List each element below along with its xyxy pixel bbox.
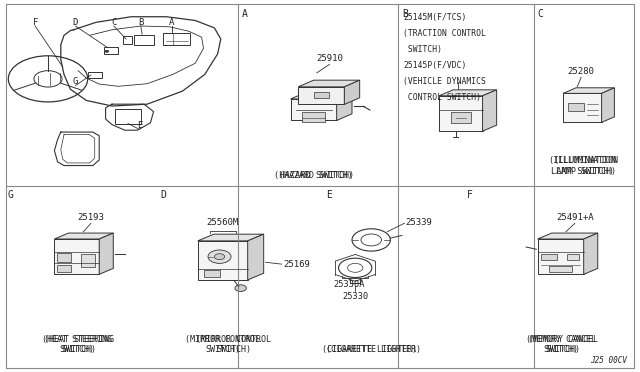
Polygon shape — [602, 88, 614, 122]
Text: (MIRROR CONTROL: (MIRROR CONTROL — [196, 335, 271, 344]
Text: G: G — [8, 190, 13, 200]
Bar — [451, 112, 471, 123]
Polygon shape — [198, 234, 264, 241]
Bar — [134, 35, 154, 45]
Text: 25145P(F/VDC): 25145P(F/VDC) — [403, 61, 467, 70]
Text: J25 00CV: J25 00CV — [590, 356, 627, 365]
Bar — [302, 112, 325, 122]
Bar — [104, 46, 118, 54]
Text: LAMP SWITCH): LAMP SWITCH) — [551, 167, 614, 176]
Text: 25280: 25280 — [568, 67, 595, 76]
Polygon shape — [538, 239, 584, 275]
Text: (CIGARETTE LIGHTER): (CIGARETTE LIGHTER) — [323, 345, 417, 354]
Text: 25560M: 25560M — [207, 218, 239, 227]
Text: SWITCH): SWITCH) — [543, 345, 578, 354]
Polygon shape — [298, 87, 344, 105]
Text: CONTROL SWITCH): CONTROL SWITCH) — [403, 93, 481, 102]
Bar — [115, 109, 141, 124]
Polygon shape — [54, 239, 99, 275]
Polygon shape — [584, 233, 598, 275]
Text: (ILLUMINATION: (ILLUMINATION — [548, 156, 616, 165]
Text: (MEMORY CANCEL: (MEMORY CANCEL — [525, 335, 596, 344]
Text: A: A — [169, 18, 174, 27]
Text: 25339: 25339 — [406, 218, 433, 227]
Text: C: C — [111, 18, 116, 27]
Text: SWITCH): SWITCH) — [216, 345, 251, 354]
Polygon shape — [99, 233, 113, 275]
Bar — [204, 270, 220, 277]
Text: 25193: 25193 — [77, 213, 104, 222]
Polygon shape — [538, 233, 598, 239]
Bar — [81, 254, 95, 267]
Text: G: G — [73, 77, 78, 86]
Text: E: E — [137, 121, 142, 130]
Polygon shape — [248, 234, 264, 280]
Text: F: F — [33, 18, 38, 27]
Polygon shape — [344, 80, 360, 105]
Text: (MIRROR CONTROL: (MIRROR CONTROL — [185, 335, 260, 344]
Polygon shape — [198, 241, 248, 280]
Bar — [163, 33, 190, 45]
Text: (HAZARD SWITCH): (HAZARD SWITCH) — [274, 171, 353, 180]
Polygon shape — [291, 99, 337, 121]
Text: 25330: 25330 — [342, 292, 369, 301]
Text: (TRACTION CONTROL: (TRACTION CONTROL — [403, 29, 486, 38]
Polygon shape — [54, 233, 113, 239]
Text: (MEMORY CANCEL: (MEMORY CANCEL — [528, 335, 598, 344]
Text: 25330A: 25330A — [333, 280, 365, 289]
Bar — [88, 72, 102, 78]
Circle shape — [214, 254, 225, 260]
Text: (ILLUMINATION: (ILLUMINATION — [554, 156, 619, 165]
Text: D: D — [160, 190, 166, 200]
Polygon shape — [439, 90, 497, 96]
Text: (CIGARETTE LIGHTER): (CIGARETTE LIGHTER) — [326, 345, 420, 354]
Polygon shape — [291, 92, 352, 99]
Text: SWITCH): SWITCH) — [546, 345, 580, 354]
Text: SWITCH): SWITCH) — [61, 345, 96, 354]
Text: (VEHICLE DYNAMICS: (VEHICLE DYNAMICS — [403, 77, 486, 86]
Text: A: A — [242, 9, 248, 19]
Text: (HEAT STEERING: (HEAT STEERING — [44, 335, 114, 344]
Text: SWITCH): SWITCH) — [60, 345, 94, 354]
Bar — [57, 265, 71, 272]
Polygon shape — [563, 93, 602, 122]
Text: 25169: 25169 — [283, 260, 310, 269]
Polygon shape — [483, 90, 497, 131]
Polygon shape — [563, 88, 614, 93]
Bar — [314, 92, 329, 97]
Text: E: E — [326, 190, 332, 200]
Bar — [123, 36, 132, 44]
Text: 25491+A: 25491+A — [556, 213, 593, 222]
Polygon shape — [337, 92, 352, 121]
Circle shape — [235, 285, 246, 292]
Polygon shape — [298, 80, 360, 87]
Text: SWITCH): SWITCH) — [403, 45, 442, 54]
Text: C: C — [538, 9, 543, 19]
Circle shape — [208, 250, 231, 263]
Circle shape — [105, 50, 109, 52]
Text: (HAZARD SWITCH): (HAZARD SWITCH) — [279, 171, 355, 180]
Polygon shape — [439, 96, 483, 131]
Text: (HEAT STEERING: (HEAT STEERING — [42, 335, 112, 344]
Text: 25145M(F/TCS): 25145M(F/TCS) — [403, 13, 467, 22]
Text: 25910: 25910 — [316, 54, 343, 63]
Text: LAMP SWITCH): LAMP SWITCH) — [556, 167, 616, 176]
Bar — [57, 253, 71, 262]
Text: SWITCH): SWITCH) — [205, 345, 240, 354]
Text: F: F — [467, 190, 473, 200]
Bar — [567, 254, 579, 260]
Text: B: B — [402, 9, 408, 19]
Text: D: D — [73, 18, 78, 27]
Text: B: B — [138, 18, 143, 27]
Bar — [549, 266, 572, 272]
Bar — [568, 103, 584, 111]
Bar — [541, 254, 557, 260]
